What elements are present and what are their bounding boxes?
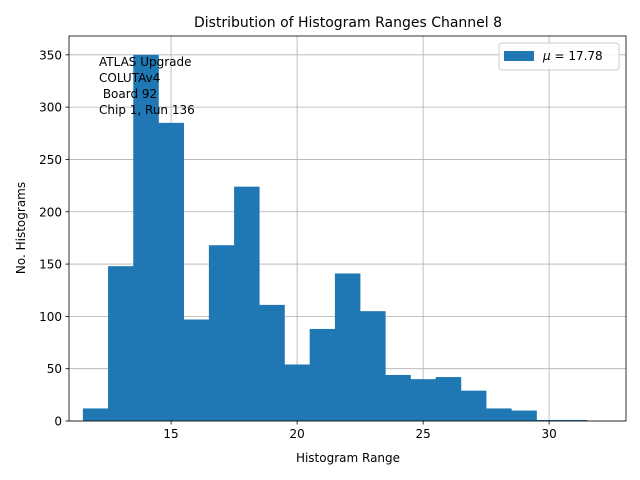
histogram-bar xyxy=(284,364,310,421)
annotation-line: Chip 1, Run 136 xyxy=(99,103,195,117)
legend-box xyxy=(498,42,620,71)
y-tick-label: 300 xyxy=(39,101,62,115)
bars xyxy=(82,54,588,422)
histogram-bar xyxy=(486,408,512,421)
y-tick-label: 0 xyxy=(54,415,62,429)
y-tick-label: 250 xyxy=(39,153,62,167)
legend: μ = 17.78 xyxy=(498,42,620,71)
annotation-text: ATLAS Upgrade COLUTAv4 Board 92 Chip 1, Ru… xyxy=(99,55,195,117)
legend-swatch xyxy=(504,51,534,61)
annotation-line: COLUTAv4 xyxy=(99,71,160,85)
histogram-bar xyxy=(108,266,134,421)
histogram-bar xyxy=(183,319,210,421)
histogram-bar xyxy=(259,304,285,421)
y-axis-label: No. Histograms xyxy=(14,182,28,274)
histogram-bar xyxy=(133,54,159,422)
annotation-line: ATLAS Upgrade xyxy=(99,55,192,69)
y-axis-ticks: 0 50 100 150 200 250 300 350 xyxy=(39,48,69,429)
histogram-bar xyxy=(511,410,537,421)
x-tick-label: 25 xyxy=(415,427,430,441)
x-tick-label: 15 xyxy=(163,427,178,441)
x-axis-ticks: 15 20 25 30 xyxy=(163,421,557,441)
annotation-line: Board 92 xyxy=(99,87,157,101)
y-tick-label: 350 xyxy=(39,48,62,62)
histogram-bar xyxy=(208,245,235,421)
chart-title: Distribution of Histogram Ranges Channel… xyxy=(194,15,502,31)
histogram-bar xyxy=(410,379,437,421)
histogram-bar xyxy=(561,419,588,421)
histogram-bar xyxy=(360,311,386,421)
histogram-bar xyxy=(234,186,260,421)
x-axis-label: Histogram Range xyxy=(296,451,400,465)
x-tick-label: 20 xyxy=(289,427,304,441)
plot-frame xyxy=(68,35,627,422)
x-tick-label: 30 xyxy=(541,427,556,441)
histogram-bar xyxy=(82,408,109,421)
histogram-bar xyxy=(435,377,462,421)
y-tick-label: 50 xyxy=(47,362,62,376)
y-tick-label: 150 xyxy=(39,258,62,272)
y-tick-label: 100 xyxy=(39,310,62,324)
histogram-bar xyxy=(309,328,336,421)
axes xyxy=(68,35,627,422)
histogram-bar xyxy=(536,419,563,421)
histogram-bar xyxy=(334,273,361,421)
histogram-bar xyxy=(385,374,411,421)
y-tick-label: 200 xyxy=(39,205,62,219)
histogram-bar xyxy=(460,390,487,421)
histogram-bar xyxy=(158,122,184,422)
legend-label: μ = 17.78 xyxy=(542,49,603,63)
